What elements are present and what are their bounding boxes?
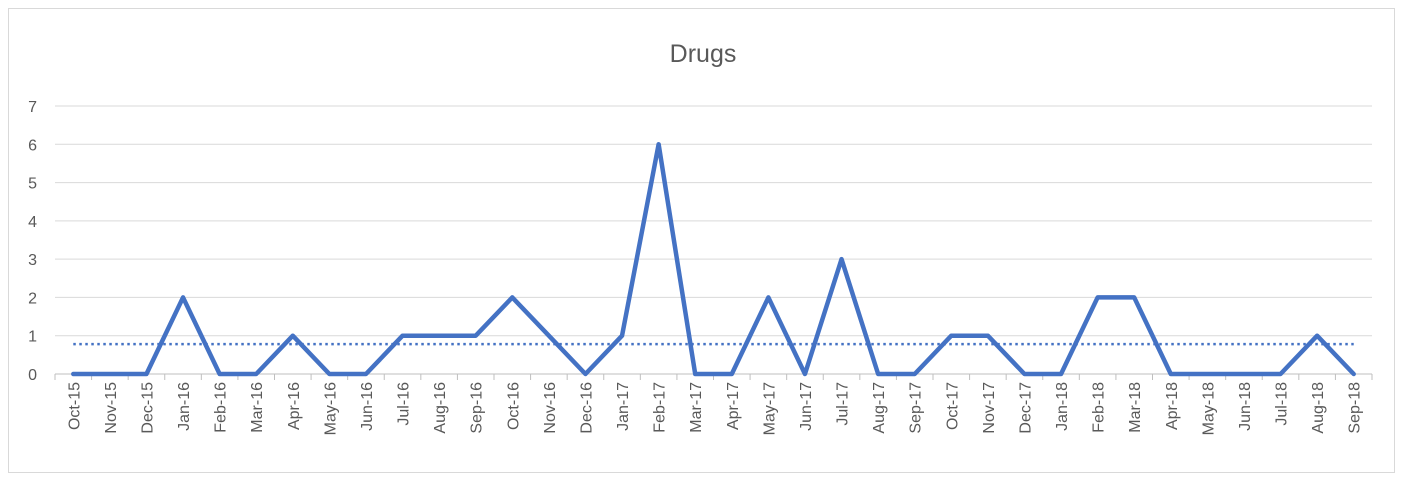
y-tick-label: 1 — [28, 329, 37, 346]
chart-title: Drugs — [670, 40, 737, 68]
gridlines — [55, 105, 1372, 337]
y-tick-label: 7 — [28, 99, 37, 116]
x-tick-label: Nov-15 — [103, 382, 120, 434]
y-tick-label: 3 — [28, 252, 37, 269]
x-tick-label: Sep-18 — [1347, 382, 1364, 434]
x-tick-label: Feb-17 — [652, 382, 669, 433]
x-tick-label: Dec-17 — [1017, 382, 1034, 434]
x-tick-label: Apr-18 — [1164, 382, 1181, 430]
x-tick-label: Jul-16 — [396, 382, 413, 426]
x-tick-label: Jun-18 — [1237, 382, 1254, 431]
y-tick-label: 6 — [28, 137, 37, 154]
x-tick-label: Jul-18 — [1274, 382, 1291, 426]
x-tick-label: Jan-18 — [1054, 382, 1071, 431]
y-tick-label: 4 — [28, 214, 37, 231]
x-tick-label: May-18 — [1200, 382, 1217, 435]
x-tick-label: Mar-18 — [1127, 382, 1144, 433]
x-tick-label: Sep-16 — [469, 382, 486, 434]
series-line — [71, 142, 1356, 377]
x-tick-label: Aug-18 — [1310, 382, 1327, 434]
x-tick-label: Apr-16 — [286, 382, 303, 430]
x-tick-label: Dec-16 — [578, 382, 595, 434]
x-tick-label: Jul-17 — [835, 382, 852, 426]
x-tick-label: Jan-17 — [615, 382, 632, 431]
y-tick-label: 5 — [28, 176, 37, 193]
y-tick-label: 0 — [28, 367, 37, 384]
x-tick-label: Mar-16 — [249, 382, 266, 433]
y-axis: 0 1 2 3 4 5 6 7 — [28, 99, 37, 384]
x-tick-label: Oct-15 — [66, 382, 83, 430]
x-tick-label: Aug-17 — [871, 382, 888, 434]
x-tick-label: Mar-17 — [688, 382, 705, 433]
x-axis: Oct-15 Nov-15 Dec-15 Jan-16 Feb-16 Mar-16 Apr-… — [54, 373, 1373, 435]
x-tick-label: Jan-16 — [176, 382, 193, 431]
x-tick-label: Dec-15 — [139, 382, 156, 434]
x-tick-label: Feb-16 — [213, 382, 230, 433]
x-tick-label: Sep-17 — [908, 382, 925, 434]
x-tick-label: Jun-17 — [798, 382, 815, 431]
x-tick-label: Oct-16 — [505, 382, 522, 430]
chart-area — [8, 8, 1395, 473]
x-tick-label: Nov-17 — [981, 382, 998, 434]
x-tick-label: Jun-16 — [359, 382, 376, 431]
x-tick-label: May-16 — [322, 382, 339, 435]
x-tick-label: Nov-16 — [542, 382, 559, 434]
x-tick-label: Apr-17 — [725, 382, 742, 430]
plot-series — [71, 142, 1356, 377]
x-tick-label: Aug-16 — [432, 382, 449, 434]
x-tick-label: May-17 — [761, 382, 778, 435]
x-tick-label: Oct-17 — [944, 382, 961, 430]
y-tick-label: 2 — [28, 290, 37, 307]
x-tick-label: Feb-18 — [1091, 382, 1108, 433]
